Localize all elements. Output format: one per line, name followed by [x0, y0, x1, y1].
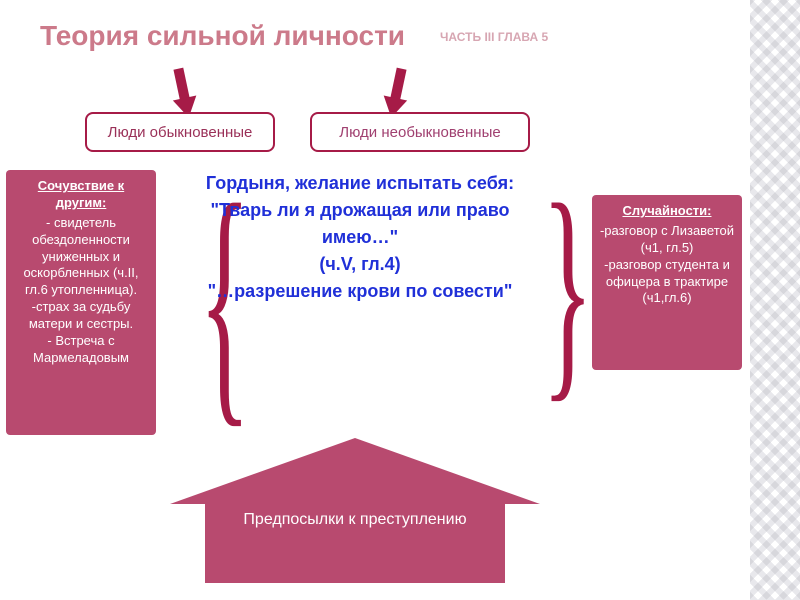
arrow-up-stem: Предпосылки к преступлению: [205, 503, 505, 583]
up-arrow-callout: Предпосылки к преступлению: [170, 438, 540, 583]
left-context-box: Сочувствие к другим: - свидетель обездол…: [6, 170, 156, 435]
center-line-2: "Тварь ли я дрожащая или право имею…": [200, 197, 520, 251]
right-box-heading: Случайности:: [598, 203, 736, 220]
center-line-3: (ч.V, гл.4): [200, 251, 520, 278]
right-box-body: -разговор с Лизаветой (ч1, гл.5) -разгов…: [600, 223, 734, 306]
left-box-heading: Сочувствие к другим:: [12, 178, 150, 212]
side-pattern: [750, 0, 800, 600]
brace-right-icon: }: [542, 150, 594, 426]
arrow-label: Предпосылки к преступлению: [243, 511, 466, 529]
right-context-box: Случайности: -разговор с Лизаветой (ч1, …: [592, 195, 742, 370]
center-line-1: Гордыня, желание испытать себя:: [200, 170, 520, 197]
slide-subtitle: ЧАСТЬ III ГЛАВА 5: [440, 30, 548, 44]
slide-title: Теория сильной личности: [40, 20, 405, 52]
center-quote-block: Гордыня, желание испытать себя: "Тварь л…: [200, 170, 520, 305]
category-box-extraordinary: Люди необыкновенные: [310, 112, 530, 152]
center-line-4: "…разрешение крови по совести": [200, 278, 520, 305]
arrow-up-head-icon: [170, 438, 540, 504]
left-box-body: - свидетель обездоленности униженных и о…: [23, 215, 138, 365]
